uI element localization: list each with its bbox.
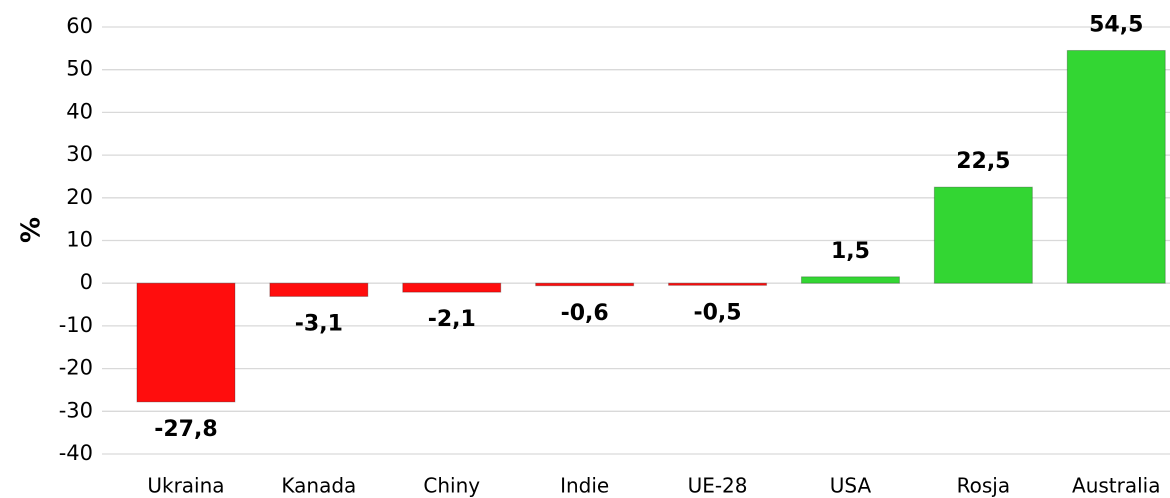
y-tick-label: 30 bbox=[66, 142, 93, 166]
bar bbox=[800, 276, 900, 284]
value-label: 1,5 bbox=[831, 239, 870, 264]
x-tick-label: Australia bbox=[1072, 474, 1160, 498]
y-axis-label: % bbox=[17, 217, 47, 243]
bar bbox=[1066, 49, 1166, 284]
x-tick-label: Kanada bbox=[281, 474, 356, 498]
bar bbox=[136, 282, 236, 403]
bar bbox=[269, 282, 369, 297]
y-tick-label: 40 bbox=[66, 99, 93, 123]
x-tick-label: Rosja bbox=[957, 474, 1010, 498]
y-tick-label: -20 bbox=[59, 356, 93, 380]
bar bbox=[535, 282, 635, 287]
x-tick-label: Chiny bbox=[423, 474, 480, 498]
bar bbox=[402, 282, 502, 293]
value-label: -0,5 bbox=[693, 300, 741, 325]
y-tick-label: 0 bbox=[80, 270, 93, 294]
x-tick-label: Ukraina bbox=[147, 474, 224, 498]
value-label: 54,5 bbox=[1089, 12, 1143, 37]
value-label: -2,1 bbox=[428, 307, 476, 332]
x-tick-label: Indie bbox=[560, 474, 609, 498]
value-label: -0,6 bbox=[561, 301, 609, 326]
value-label: 22,5 bbox=[956, 149, 1010, 174]
y-tick-label: 60 bbox=[66, 14, 93, 38]
value-label: -3,1 bbox=[295, 311, 343, 336]
y-tick-label: -30 bbox=[59, 398, 93, 422]
x-tick-label: UE-28 bbox=[688, 474, 748, 498]
y-tick-label: 20 bbox=[66, 185, 93, 209]
x-tick-label: USA bbox=[830, 474, 872, 498]
y-tick-label: -10 bbox=[59, 313, 93, 337]
value-label: -27,8 bbox=[154, 417, 217, 442]
y-tick-label: 10 bbox=[66, 228, 93, 252]
bar bbox=[933, 186, 1033, 284]
y-tick-label: 50 bbox=[66, 57, 93, 81]
bar bbox=[668, 282, 768, 286]
y-tick-label: -40 bbox=[59, 441, 93, 465]
